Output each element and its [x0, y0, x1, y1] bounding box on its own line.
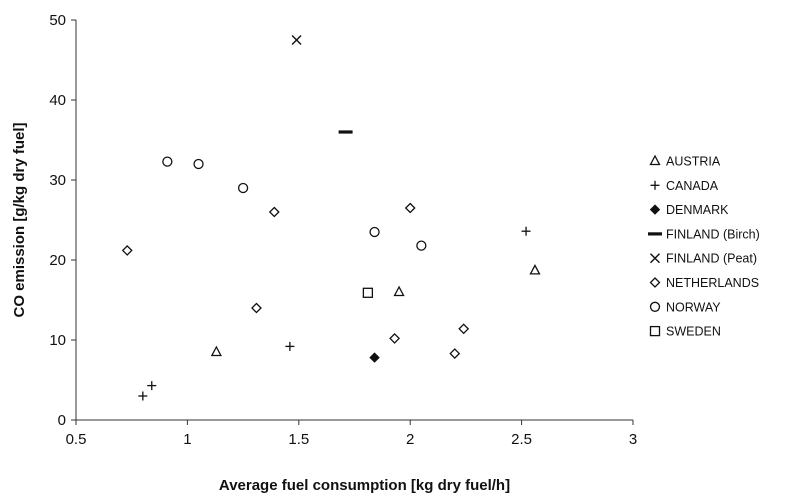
legend-label: NETHERLANDS — [666, 276, 759, 290]
data-point — [393, 285, 405, 297]
data-point — [369, 352, 380, 363]
y-tick-label: 0 — [58, 412, 66, 429]
y-axis-label: CO emission [g/kg dry fuel] — [11, 122, 28, 317]
axes — [71, 19, 634, 425]
data-point — [416, 240, 427, 251]
legend-item: AUSTRIA — [649, 154, 721, 169]
legend-item: FINLAND (Birch) — [648, 227, 760, 241]
data-point — [362, 287, 374, 298]
legend-label: AUSTRIA — [666, 155, 721, 169]
x-tick-label: 1.5 — [288, 431, 309, 448]
data-point — [529, 264, 541, 275]
data-point — [210, 345, 222, 357]
legend-marker — [649, 204, 661, 215]
x-stroke — [291, 35, 302, 45]
series-norway — [162, 156, 427, 251]
data-point — [251, 302, 262, 314]
data-point — [458, 323, 470, 335]
y-tick-label: 50 — [49, 12, 66, 29]
data-point — [121, 244, 133, 256]
x-tick-label: 3 — [629, 431, 637, 448]
x-tick-label: 2 — [406, 431, 414, 448]
legend-marker — [649, 325, 661, 337]
legend-item: DENMARK — [649, 203, 729, 217]
legend-marker — [649, 154, 661, 166]
series-sweden — [362, 287, 374, 298]
series-denmark — [369, 352, 380, 363]
data-point — [369, 226, 380, 238]
data-point — [138, 391, 148, 401]
y-tick-label: 40 — [49, 92, 66, 109]
data-point — [389, 332, 401, 344]
legend-label: SWEDEN — [666, 325, 721, 339]
data-point — [162, 156, 173, 167]
legend-marker — [648, 232, 662, 236]
series-finland-birch — [338, 130, 353, 134]
x-tick-label: 2.5 — [511, 431, 532, 448]
series-netherlands — [121, 202, 470, 360]
data-point — [147, 381, 157, 391]
data-point — [404, 202, 416, 214]
legend-marker — [650, 180, 660, 190]
legend-label: DENMARK — [666, 203, 729, 217]
legend-item: NETHERLANDS — [649, 276, 759, 290]
x-tick-label: 1 — [183, 431, 191, 448]
legend-item: NORWAY — [649, 300, 721, 314]
y-tick-label: 30 — [49, 172, 66, 189]
data-point — [521, 226, 531, 236]
x-stroke — [650, 253, 660, 264]
data-point — [291, 35, 302, 45]
tick-labels: 0 10 20 30 40 50 0.5 1 1.5 2 2.5 3 — [49, 12, 637, 448]
legend-label: FINLAND (Peat) — [666, 252, 757, 266]
data-points — [121, 35, 541, 401]
data-point — [237, 182, 249, 194]
y-tick-label: 20 — [49, 252, 66, 269]
data-point — [268, 206, 280, 218]
legend-label: NORWAY — [666, 300, 721, 314]
series-finland-peat — [291, 35, 302, 45]
series-austria — [210, 264, 541, 357]
legend-item: FINLAND (Peat) — [650, 252, 757, 266]
data-point — [338, 130, 353, 134]
x-axis-label: Average fuel consumption [kg dry fuel/h] — [219, 477, 510, 494]
legend-label: CANADA — [666, 179, 719, 193]
legend-marker — [649, 301, 661, 312]
legend: AUSTRIA CANADA DENMARK FINLAND (Birch) FINLA… — [648, 155, 760, 339]
legend-marker — [650, 253, 660, 264]
data-point — [193, 158, 204, 170]
legend-marker — [649, 277, 661, 288]
y-tick-label: 10 — [49, 332, 66, 349]
legend-item: CANADA — [650, 179, 719, 193]
legend-label: FINLAND (Birch) — [666, 227, 760, 241]
series-canada — [138, 226, 531, 401]
legend-item: SWEDEN — [649, 325, 721, 339]
data-point — [285, 341, 295, 351]
data-point — [449, 348, 461, 360]
x-tick-label: 0.5 — [66, 431, 87, 448]
